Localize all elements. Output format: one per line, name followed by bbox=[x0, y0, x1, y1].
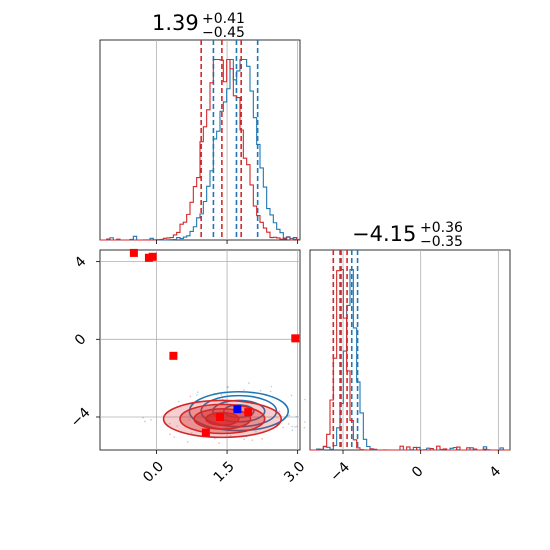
scatter-sample-point bbox=[168, 422, 171, 425]
scatter-sample-point bbox=[290, 394, 293, 397]
histogram-x-title-minus: −0.45 bbox=[202, 25, 245, 41]
histogram-y-tick-label: 4 bbox=[487, 463, 505, 481]
scatter-sample-point bbox=[196, 394, 198, 396]
scatter-sample-point bbox=[229, 434, 232, 437]
scatter-sample-point bbox=[189, 395, 192, 398]
histogram-y-title-median: −4.15 bbox=[352, 222, 416, 246]
scatter-y-tick-label: −4 bbox=[68, 405, 94, 431]
scatter-sample-point bbox=[177, 400, 180, 403]
scatter-marker-red bbox=[291, 334, 300, 343]
histogram-x-title-median: 1.39 bbox=[152, 11, 199, 35]
scatter-sample-point bbox=[227, 386, 229, 389]
histogram-y-title-plus: +0.36 bbox=[420, 220, 463, 236]
scatter-marker-red bbox=[201, 428, 210, 437]
scatter-sample-point bbox=[287, 423, 290, 425]
scatter-sample-point bbox=[220, 394, 223, 396]
scatter-sample-point bbox=[191, 432, 193, 434]
scatter-marker-red bbox=[129, 248, 138, 257]
scatter-sample-point bbox=[304, 421, 306, 423]
scatter-y-tick-label: 4 bbox=[72, 253, 90, 271]
scatter-sample-point bbox=[261, 438, 264, 440]
scatter-sample-point bbox=[255, 430, 257, 433]
scatter-contour-level bbox=[188, 390, 290, 432]
scatter-marker-blue bbox=[233, 405, 242, 414]
scatter-sample-point bbox=[176, 425, 178, 427]
scatter-sample-point bbox=[291, 429, 294, 431]
scatter-panel: 0.0 1.5 3.0 4 0 −4 bbox=[68, 248, 308, 486]
scatter-sample-point bbox=[282, 426, 284, 429]
scatter-sample-point bbox=[186, 441, 189, 443]
histogram-y-panel: −4 0 4 bbox=[309, 249, 511, 485]
histogram-x-panel bbox=[99, 39, 301, 244]
scatter-sample-point bbox=[303, 426, 306, 429]
scatter-sample-point bbox=[169, 433, 171, 436]
scatter-sample-point bbox=[188, 419, 191, 421]
scatter-sample-point bbox=[243, 389, 245, 391]
scatter-sample-point bbox=[304, 398, 306, 401]
histogram-y-title-minus: −0.35 bbox=[420, 234, 463, 250]
scatter-sample-point bbox=[218, 442, 220, 444]
histogram-y-tick-label: 0 bbox=[409, 463, 427, 481]
scatter-sample-point bbox=[226, 385, 229, 388]
scatter-sample-point bbox=[173, 436, 176, 438]
scatter-marker-red bbox=[148, 252, 157, 261]
scatter-y-tick-label: 0 bbox=[72, 331, 90, 349]
histogram-x-title-plus: +0.41 bbox=[202, 11, 245, 27]
scatter-sample-point bbox=[251, 439, 254, 441]
scatter-x-tick-label: 3.0 bbox=[281, 459, 308, 486]
scatter-x-tick-label: 1.5 bbox=[211, 459, 238, 486]
scatter-sample-point bbox=[291, 425, 293, 428]
scatter-sample-point bbox=[259, 389, 262, 392]
scatter-sample-point bbox=[243, 438, 246, 441]
hy-hist-series-0 bbox=[310, 268, 510, 451]
scatter-sample-point bbox=[270, 385, 273, 388]
scatter-marker-red bbox=[244, 408, 253, 417]
scatter-marker-red bbox=[216, 412, 224, 421]
scatter-sample-point bbox=[269, 390, 272, 393]
scatter-sample-point bbox=[144, 420, 146, 423]
histogram-y-tick-label: −4 bbox=[327, 459, 353, 485]
scatter-x-tick-label: 0.0 bbox=[140, 459, 167, 486]
scatter-sample-point bbox=[294, 426, 296, 428]
scatter-sample-point bbox=[288, 414, 291, 417]
hx-hist-series-1 bbox=[100, 58, 301, 241]
scatter-sample-point bbox=[142, 416, 144, 419]
scatter-sample-point bbox=[296, 425, 298, 428]
scatter-marker-red bbox=[169, 351, 178, 360]
scatter-sample-point bbox=[150, 419, 152, 421]
scatter-sample-point bbox=[278, 410, 281, 413]
scatter-sample-point bbox=[197, 391, 199, 394]
scatter-sample-point bbox=[295, 415, 298, 418]
scatter-sample-point bbox=[248, 382, 250, 384]
